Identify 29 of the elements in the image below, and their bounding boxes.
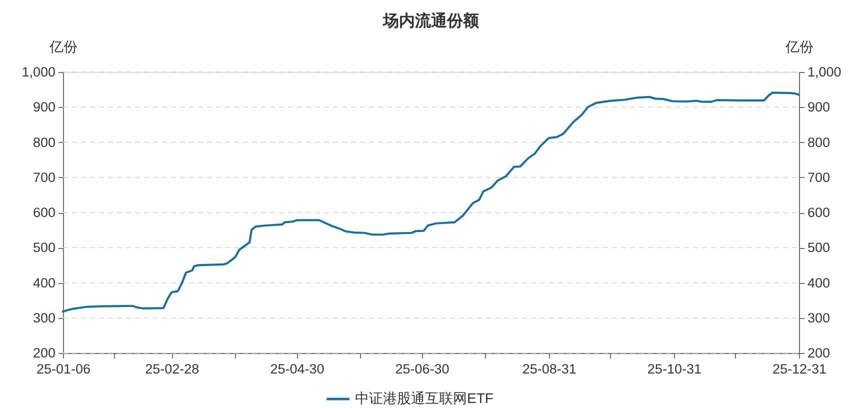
legend-label: 中证港股通互联网ETF: [355, 390, 494, 406]
y2-tick-label: 500: [808, 240, 830, 256]
y-tick-label: 1,000: [22, 64, 56, 80]
x-tick-label: 25-06-30: [395, 362, 450, 376]
x-tick-label: 25-01-06: [36, 362, 91, 376]
chart-title: 场内流通份额: [382, 11, 480, 30]
y2-tick-label: 900: [808, 100, 830, 115]
y2-tick-label: 800: [808, 134, 830, 150]
y-tick-label: 200: [32, 346, 56, 360]
x-tick-label: 25-10-31: [647, 362, 702, 376]
y-tick-label: 900: [32, 100, 56, 115]
y2-tick-label: 1,000: [808, 64, 842, 80]
y2-tick-label: 200: [808, 346, 830, 360]
y-tick-label: 600: [32, 205, 56, 220]
y-tick-label: 700: [32, 170, 56, 185]
y2-tick-label: 600: [808, 205, 830, 220]
y-tick-label: 400: [32, 275, 56, 290]
y2-tick-label: 700: [808, 170, 830, 185]
x-tick-label: 25-08-31: [522, 362, 576, 376]
y-axis-title: 亿份: [48, 38, 78, 54]
y-tick-label: 800: [32, 134, 56, 150]
y-tick-label: 500: [32, 240, 56, 256]
x-tick-label: 25-04-30: [270, 362, 324, 376]
y2-tick-label: 400: [808, 275, 830, 290]
x-tick-label: 25-02-28: [145, 362, 200, 376]
x-tick-label: 25-12-31: [772, 362, 827, 376]
y-tick-label: 300: [32, 310, 56, 326]
y2-axis-title: 亿份: [784, 38, 814, 54]
y2-tick-label: 300: [808, 310, 830, 326]
